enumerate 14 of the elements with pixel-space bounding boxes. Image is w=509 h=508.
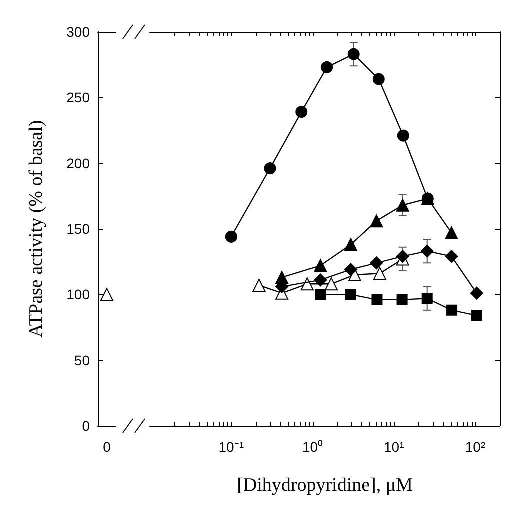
y-tick-label: 300 — [66, 24, 90, 40]
y-tick-label: 200 — [66, 155, 90, 172]
x-tick-label: 0 — [103, 439, 112, 455]
x-tick-label: 10⁰ — [302, 439, 324, 455]
y-tick-label: 150 — [66, 221, 90, 237]
x-axis-title: [Dihydropyridine], μM — [237, 475, 414, 496]
y-axis-title: ATPase activity (% of basal) — [26, 120, 47, 338]
y-tick-label: 0 — [82, 418, 90, 434]
y-tick-label: 250 — [66, 90, 90, 106]
x-tick-label: 10² — [465, 439, 486, 455]
x-tick-label: 10¹ — [384, 439, 405, 455]
x-tick-label: 10⁻¹ — [218, 439, 244, 455]
y-tick-label: 50 — [74, 352, 90, 368]
y-tick-label: 100 — [66, 286, 90, 303]
